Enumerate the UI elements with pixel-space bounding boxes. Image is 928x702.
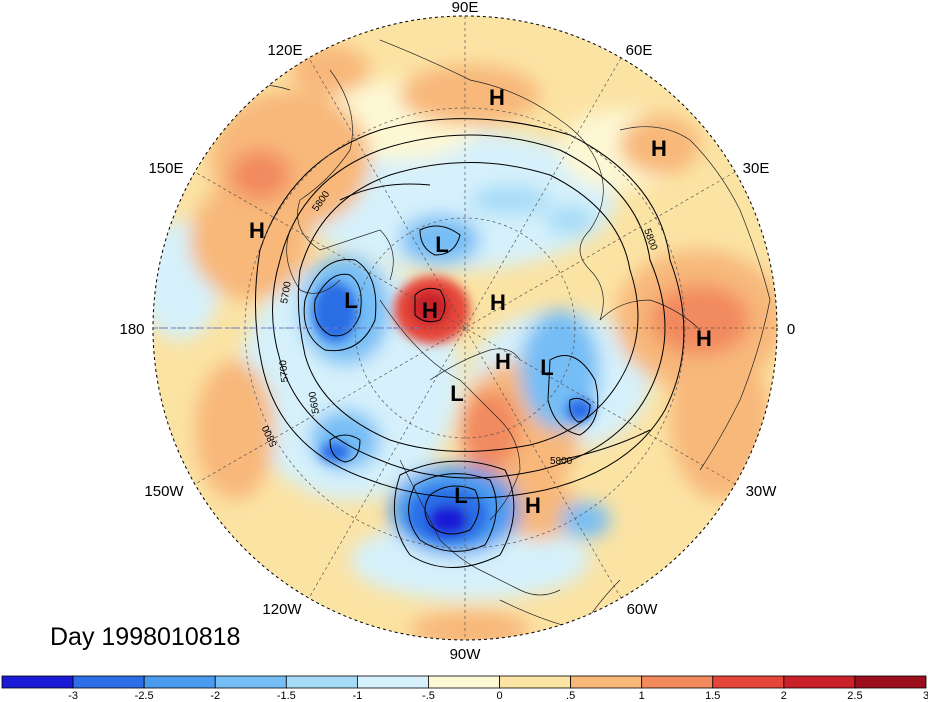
colorbar-swatch [214, 675, 287, 689]
colorbar-tick-label: -2 [210, 690, 220, 702]
low-center: L [450, 381, 463, 406]
lon-label-90w: 90W [450, 646, 482, 663]
lon-label-30e: 30E [743, 160, 770, 177]
high-center: H [490, 290, 506, 315]
colorbar-swatch [285, 675, 358, 689]
low-center: L [435, 232, 448, 257]
contour-label: 5700 [279, 280, 294, 304]
colorbar-swatch [428, 675, 500, 689]
high-center: H [525, 493, 541, 518]
high-center: H [249, 218, 265, 243]
colorbar-tick-label: -1.5 [277, 690, 296, 702]
contour-label: 5800 [550, 456, 573, 467]
colorbar-tick-label: 2.5 [847, 690, 862, 702]
colorbar-tick-label: -.5 [422, 690, 435, 702]
colorbar-tick-label: 3 [923, 690, 928, 702]
colorbar-tick-label: -1 [352, 690, 362, 702]
low-center: L [540, 355, 553, 380]
colorbar-swatch [783, 675, 856, 689]
high-center: H [495, 349, 511, 374]
lon-label-30w: 30W [746, 483, 778, 500]
colorbar-tick-label: -3 [68, 690, 78, 702]
low-center: L [454, 483, 467, 508]
colorbar-swatch [570, 675, 643, 689]
lon-label-180: 180 [119, 321, 144, 338]
colorbar-swatch [1, 675, 74, 689]
low-center: L [344, 288, 357, 313]
colorbar-tick-label: 1.5 [705, 690, 720, 702]
high-center: H [651, 136, 667, 161]
colorbar-swatch [499, 675, 572, 689]
contour-label: 5600 [307, 390, 322, 414]
colorbar-tick-label: 0 [496, 690, 502, 702]
high-center: H [696, 326, 712, 351]
colorbar-swatch [72, 675, 145, 689]
colorbar-tick-label: .5 [566, 690, 575, 702]
contour-label: 5700 [278, 359, 291, 383]
coastlines [229, 39, 771, 631]
colorbar-tick-label: -2.5 [135, 690, 154, 702]
lon-label-60e: 60E [626, 42, 653, 59]
lon-label-0: 0 [787, 321, 795, 338]
lon-label-90e: 90E [452, 0, 479, 16]
high-center: H [422, 298, 438, 323]
colorbar-swatch [143, 675, 216, 689]
colorbar-swatch [356, 675, 429, 689]
map-title: Day 1998010818 [50, 623, 240, 651]
colorbar-swatch [712, 675, 785, 689]
high-center: H [489, 85, 505, 110]
lon-label-60w: 60W [627, 601, 659, 618]
lon-label-150e: 150E [148, 160, 183, 177]
colorbar-swatch [854, 675, 927, 689]
lon-label-120w: 120W [262, 601, 302, 618]
anomaly-field [153, 16, 777, 640]
colorbar-tick-label: 2 [781, 690, 787, 702]
lon-label-120e: 120E [267, 42, 302, 59]
lon-label-150w: 150W [144, 483, 184, 500]
colorbar: -3 -2.5 -2 -1.5 -1 -.5 0 .5 1 1.5 2 2.5 3 [1, 675, 928, 702]
colorbar-swatch [641, 675, 714, 689]
colorbar-tick-label: 1 [639, 690, 645, 702]
